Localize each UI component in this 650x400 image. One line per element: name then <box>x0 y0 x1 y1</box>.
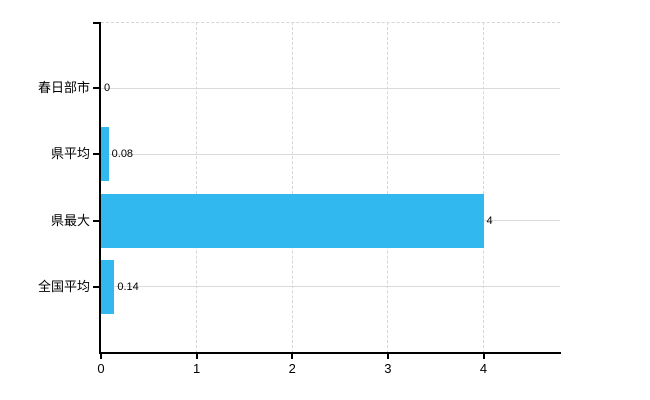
x-tick-label: 4 <box>479 361 488 376</box>
plot-area: 0 0.08 4 0.14 <box>101 22 560 353</box>
gridline-horizontal <box>101 153 560 155</box>
y-axis-line <box>99 22 101 354</box>
y-axis-top-tick <box>93 22 101 24</box>
bar-value-label: 4 <box>486 214 493 227</box>
y-axis-tick <box>93 219 101 222</box>
gridline-horizontal <box>101 87 560 89</box>
y-axis-tick <box>93 285 101 288</box>
x-axis-tick <box>482 353 485 359</box>
x-tick-label: 2 <box>288 361 296 376</box>
x-tick-label: 0 <box>97 361 105 376</box>
y-axis-tick <box>93 87 101 90</box>
y-axis-tick <box>93 153 101 156</box>
plot-top-border <box>101 22 560 23</box>
gridline-vertical <box>196 22 198 353</box>
bar-value-label: 0.08 <box>111 148 134 161</box>
bar <box>101 259 115 314</box>
bar <box>101 127 109 182</box>
bar-value-label: 0.14 <box>117 280 139 293</box>
x-axis-tick <box>386 353 389 359</box>
x-tick-label: 1 <box>193 361 201 376</box>
category-label: 県最大 <box>50 212 90 228</box>
x-axis-tick <box>100 353 102 359</box>
bar <box>101 193 484 248</box>
x-axis-tick <box>195 353 198 359</box>
x-tick-label: 3 <box>384 361 392 376</box>
category-label: 全国平均 <box>37 278 90 294</box>
gridline-vertical <box>291 22 293 353</box>
gridline-horizontal <box>101 286 560 288</box>
gridline-vertical <box>483 22 484 353</box>
x-axis-line <box>99 352 561 354</box>
gridline-vertical <box>387 22 389 353</box>
bar-value-label: 0 <box>104 82 111 95</box>
category-label: 県平均 <box>50 146 90 162</box>
x-axis-tick <box>291 353 294 359</box>
category-label: 春日部市 <box>37 80 90 96</box>
